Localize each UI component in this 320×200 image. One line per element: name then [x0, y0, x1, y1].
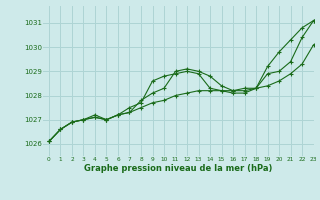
X-axis label: Graphe pression niveau de la mer (hPa): Graphe pression niveau de la mer (hPa)	[84, 164, 273, 173]
